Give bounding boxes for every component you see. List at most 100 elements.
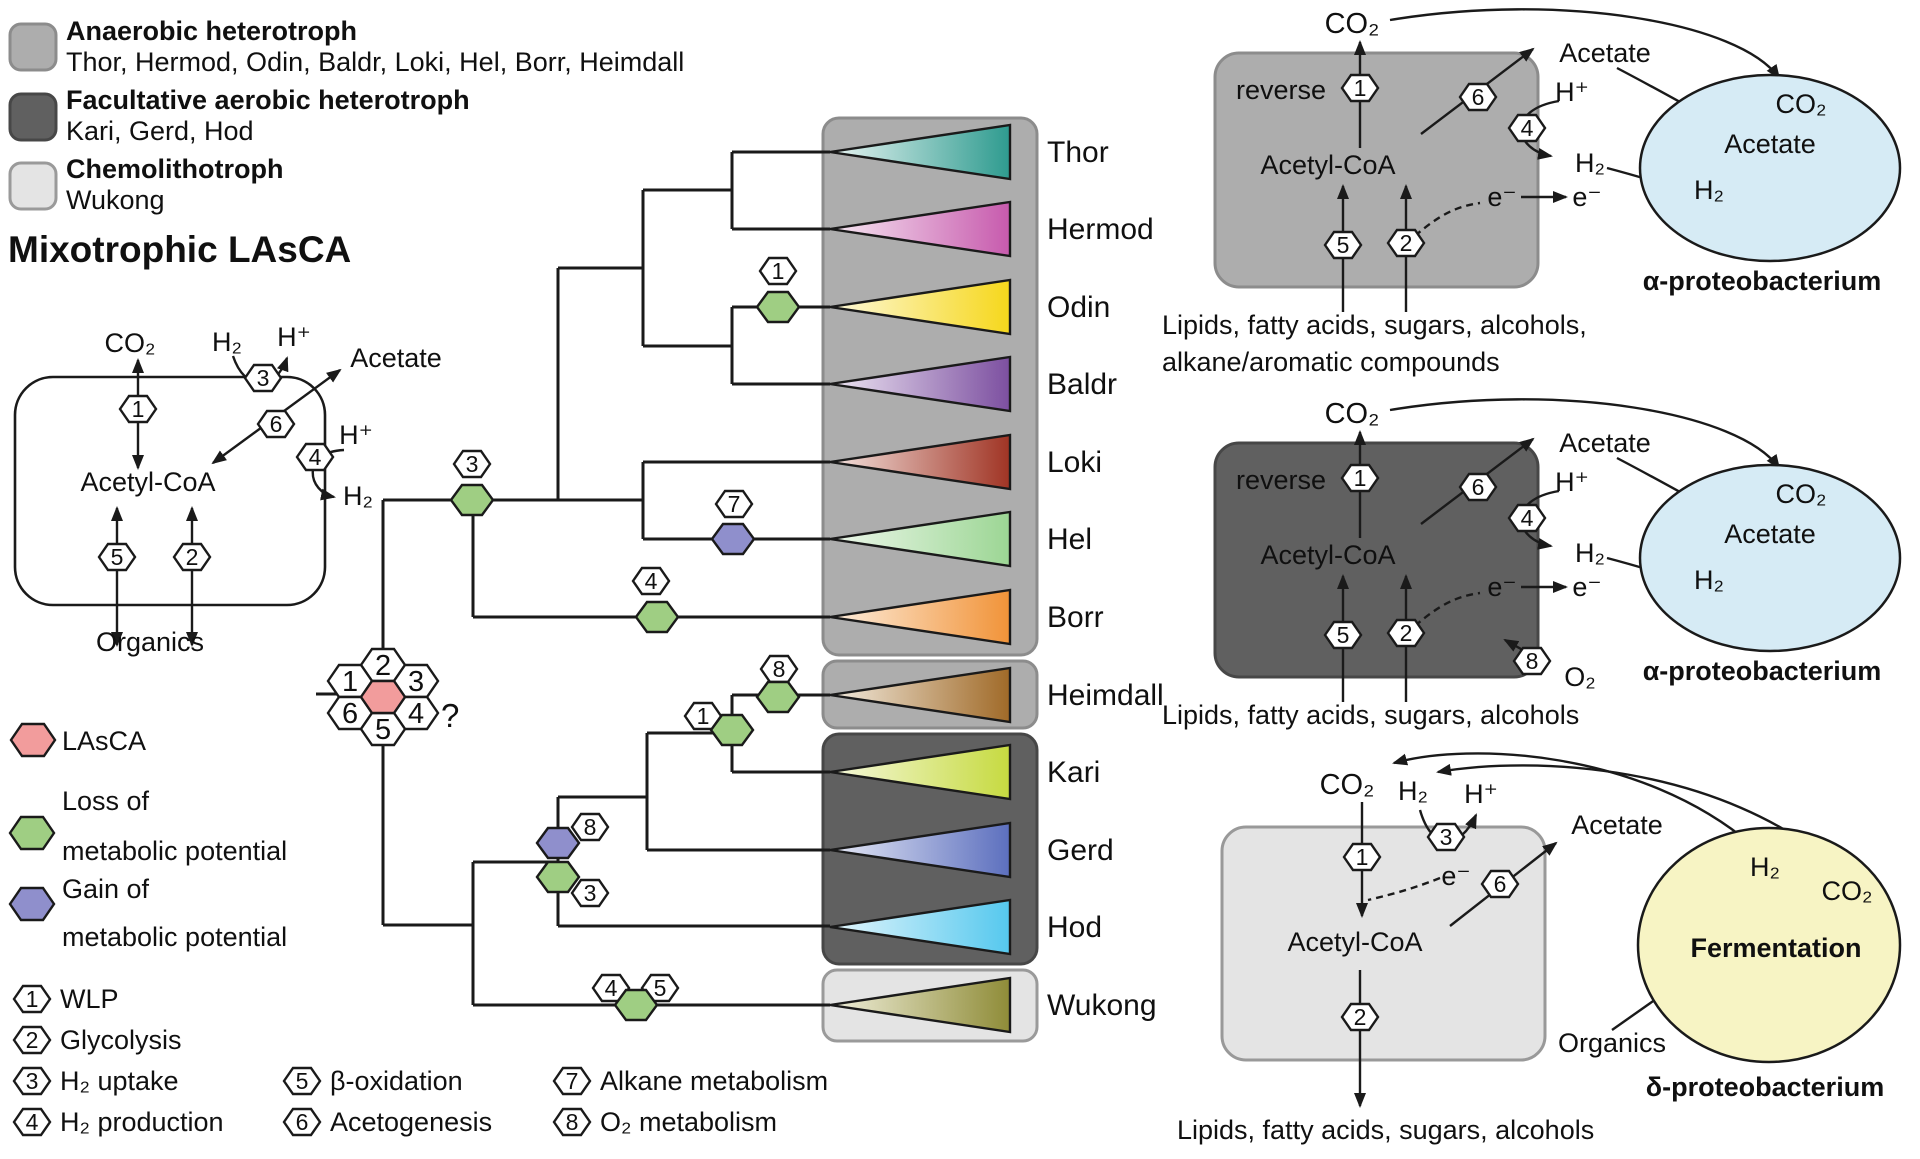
p3-acetylcoa: Acetyl-CoA	[1287, 927, 1422, 957]
p1-substrates-2: alkane/aromatic compounds	[1162, 347, 1500, 377]
p1-cell-acetate: Acetate	[1724, 129, 1816, 159]
svg-text:3: 3	[466, 451, 479, 477]
lasca-h2-right: H₂	[343, 481, 373, 511]
chemolitho-title: Chemolithotroph	[66, 154, 283, 184]
svg-text:5: 5	[654, 975, 667, 1001]
svg-text:1: 1	[26, 986, 39, 1012]
wedge-thor	[829, 123, 1012, 181]
lasca-organics: Organics	[96, 627, 204, 657]
svg-text:1: 1	[342, 666, 358, 698]
tip-label-baldr: Baldr	[1047, 368, 1117, 401]
svg-text:6: 6	[296, 1109, 309, 1135]
wedge-heimdall	[829, 666, 1012, 724]
root-lasca-cluster: 2 1 3 6 4 5 ?	[326, 647, 459, 747]
anaerobic-swatch	[8, 22, 58, 72]
gain-hexagon-icon	[8, 886, 56, 922]
p3-substrates: Lipids, fatty acids, sugars, alcohols	[1177, 1115, 1594, 1145]
marker-loss-heimdall	[755, 680, 801, 714]
marker-label-facultative-loss: 3	[570, 878, 610, 908]
svg-text:2: 2	[1400, 620, 1413, 646]
lasca-acetylcoa: Acetyl-CoA	[80, 467, 215, 497]
marker-label-facultative-gain: 8	[570, 812, 610, 842]
lasca-hplus-right: H⁺	[339, 420, 373, 450]
electron-dashed-2	[1414, 591, 1481, 627]
svg-text:3: 3	[1440, 824, 1453, 850]
p1-acetylcoa: Acetyl-CoA	[1260, 150, 1395, 180]
p1-cell-co2: CO₂	[1776, 89, 1827, 119]
trophic-legend: Anaerobic heterotroph Thor, Hermod, Odin…	[8, 16, 684, 215]
p1-reverse: reverse	[1236, 75, 1326, 105]
lasca-co2: CO₂	[105, 328, 156, 358]
svg-text:5: 5	[375, 714, 391, 746]
marker-legend: LAsCA Loss of metabolic potential Gain o…	[8, 722, 287, 952]
svg-text:2: 2	[26, 1027, 39, 1053]
facultative-cell-box	[1213, 441, 1540, 679]
p2-e-in: e⁻	[1487, 572, 1516, 602]
h2-production-arrow	[311, 448, 345, 501]
svg-text:1: 1	[1354, 465, 1367, 491]
p1-hex-5: 5	[1323, 230, 1363, 260]
marker-loss-wukong	[613, 988, 659, 1022]
lasca-diagram: Mixotrophic LAsCA CO₂ H₂ H⁺ Acetate Acet…	[8, 229, 442, 657]
svg-text:8: 8	[566, 1109, 579, 1135]
tip-label-odin: Odin	[1047, 291, 1110, 324]
co2-recycle-arc-1	[1389, 8, 1781, 80]
svg-text:2: 2	[186, 544, 199, 570]
lasca-hex-h2uptake: 3	[243, 363, 283, 393]
lasca-legend-label: LAsCA	[62, 726, 146, 756]
svg-text:1: 1	[1356, 844, 1369, 870]
marker-label-heimdall: 8	[759, 654, 799, 684]
p3-hex-3: 3	[1426, 822, 1466, 852]
p3-hplus: H⁺	[1464, 779, 1498, 809]
p1-co2: CO₂	[1325, 8, 1380, 40]
wedge-wukong	[829, 976, 1012, 1034]
svg-text:1: 1	[697, 703, 710, 729]
svg-text:3: 3	[26, 1068, 39, 1094]
svg-text:3: 3	[584, 880, 597, 906]
tip-wedges	[829, 123, 1012, 1034]
p2-hex-6: 6	[1458, 472, 1498, 502]
svg-text:7: 7	[728, 491, 741, 517]
marker-loss-anaerobic-stem	[449, 483, 495, 517]
svg-text:4: 4	[645, 568, 658, 594]
p1-hex-1: 1	[1340, 73, 1380, 103]
lasca-hex-betaox: 5	[97, 542, 137, 572]
svg-text:5: 5	[111, 544, 124, 570]
svg-text:6: 6	[1472, 474, 1485, 500]
loss-legend-line1: Loss of	[62, 786, 150, 816]
p3-fermentation: Fermentation	[1690, 933, 1861, 963]
svg-text:6: 6	[1494, 871, 1507, 897]
tip-label-hermod: Hermod	[1047, 213, 1154, 246]
svg-text:1: 1	[772, 258, 785, 284]
svg-text:4: 4	[309, 444, 322, 470]
tip-label-heimdall: Heimdall	[1047, 679, 1164, 712]
lasca-hex-glycolysis: 2	[172, 542, 212, 572]
marker-loss-heimdall-kari	[709, 713, 755, 747]
loss-hexagon-icon	[8, 815, 56, 851]
pathway-hex-1: 1	[12, 984, 52, 1014]
p1-hex-2: 2	[1386, 228, 1426, 258]
marker-gain-facultative	[535, 826, 581, 860]
pathway-label-8: O₂ metabolism	[600, 1107, 777, 1137]
pathway-hex-2: 2	[12, 1025, 52, 1055]
svg-text:5: 5	[1337, 232, 1350, 258]
p3-cell-h2: H₂	[1750, 852, 1780, 882]
tip-label-thor: Thor	[1047, 136, 1109, 169]
wedge-hel	[829, 510, 1012, 568]
svg-text:4: 4	[408, 698, 424, 730]
svg-text:4: 4	[605, 975, 618, 1001]
lasca-hplus: H⁺	[277, 322, 311, 352]
pathway-label-5: β-oxidation	[330, 1066, 463, 1096]
lasca-hexagon-icon	[9, 722, 57, 758]
marker-label-anaerobic-stem: 3	[452, 449, 492, 479]
p2-hex-5: 5	[1323, 620, 1363, 650]
pathway-label-4: H₂ production	[60, 1107, 224, 1137]
root-lasca-hexagon	[359, 679, 407, 715]
p2-cell-acetate: Acetate	[1724, 519, 1816, 549]
p2-reverse: reverse	[1236, 465, 1326, 495]
pathway-legend: 1 WLP 2 Glycolysis 3 H₂ uptake 4 H₂ prod…	[12, 984, 828, 1137]
facultative-taxa: Kari, Gerd, Hod	[66, 116, 254, 146]
tree-markers: 1 7 3 4 8 1 8 3 4 5	[449, 256, 801, 1022]
